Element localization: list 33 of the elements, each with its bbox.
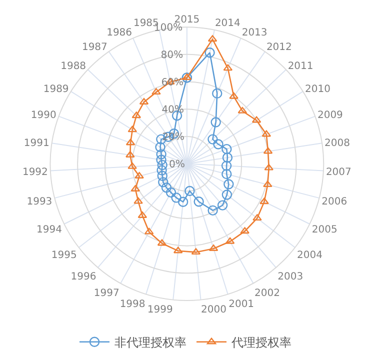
spoke-label: 1992	[22, 166, 48, 178]
spoke-label: 1990	[30, 110, 56, 122]
spoke-label: 1991	[24, 138, 50, 149]
legend-label: 代理授权率	[230, 336, 292, 350]
spoke-label: 2000	[201, 304, 226, 316]
spoke-label: 2013	[242, 27, 268, 38]
spoke-label: 2005	[312, 224, 338, 236]
y-tick-label: 0%	[168, 159, 186, 170]
spoke-label: 1987	[82, 42, 108, 53]
legend-label: 非代理授权率	[114, 336, 186, 350]
spoke-label: 1986	[106, 27, 132, 38]
spoke-label: 2008	[324, 138, 350, 149]
spoke-label: 2004	[297, 250, 322, 261]
spoke-label: 1988	[60, 61, 86, 72]
spoke-label: 2012	[266, 42, 292, 53]
spoke-label: 2010	[305, 84, 331, 96]
spoke-label: 1995	[51, 250, 77, 261]
spoke-label: 1993	[26, 196, 52, 208]
spoke-label: 2003	[278, 271, 304, 282]
spoke-label: 2014	[214, 18, 240, 30]
spoke-label: 1996	[70, 271, 96, 282]
spoke-label: 1989	[43, 84, 69, 96]
spoke-label: 2009	[317, 110, 343, 122]
spoke-label: 1999	[147, 304, 173, 316]
y-tick-label: 80%	[160, 50, 184, 62]
spoke-label: 1998	[120, 299, 146, 310]
spoke-label: 2007	[326, 166, 352, 178]
spoke-label: 1994	[36, 224, 62, 236]
spoke-label: 2001	[228, 299, 254, 310]
spoke-label: 2002	[254, 288, 280, 299]
spoke-label: 2011	[288, 61, 314, 72]
spoke-label: 2006	[322, 196, 348, 208]
spoke-label: 1997	[94, 288, 120, 299]
